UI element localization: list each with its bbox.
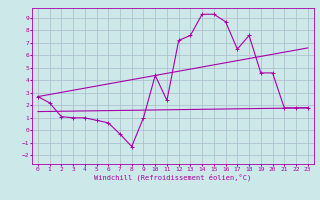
X-axis label: Windchill (Refroidissement éolien,°C): Windchill (Refroidissement éolien,°C) <box>94 173 252 181</box>
